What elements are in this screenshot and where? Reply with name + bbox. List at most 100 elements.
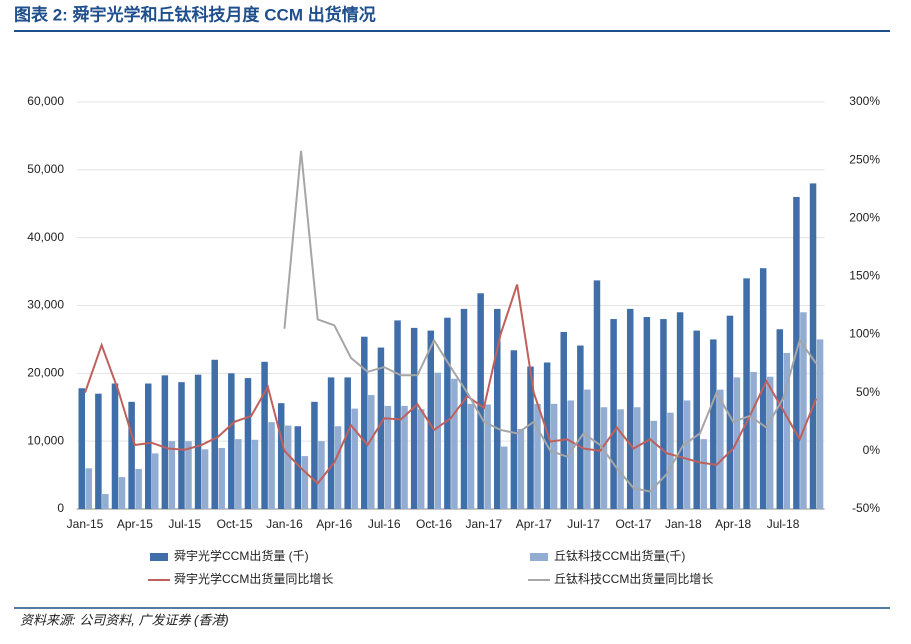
bar (633, 407, 641, 509)
bar (766, 376, 774, 509)
bar (626, 308, 634, 509)
x-tick-label: Apr-15 (117, 517, 153, 531)
bar (284, 425, 292, 509)
x-tick-label: Jul-15 (168, 517, 201, 531)
bar (710, 339, 717, 509)
bar (144, 383, 152, 509)
bar (417, 409, 425, 509)
bar (261, 361, 268, 509)
bar (527, 366, 534, 509)
bar (683, 400, 691, 509)
x-tick-label: Apr-17 (516, 517, 552, 531)
bar (185, 441, 192, 509)
x-tick-label: Apr-16 (316, 517, 352, 531)
bar (151, 453, 159, 509)
bar (460, 308, 468, 509)
bar (235, 439, 242, 509)
bar (251, 439, 259, 509)
bar (667, 412, 674, 509)
bar (228, 373, 235, 509)
bar (783, 352, 791, 509)
bar (650, 420, 658, 509)
y2-tick-label: 150% (849, 269, 880, 283)
y-tick-label: 40,000 (27, 230, 64, 244)
bar (311, 401, 318, 509)
line (283, 150, 818, 493)
bar (318, 441, 325, 509)
bar (301, 456, 309, 509)
bar (750, 371, 757, 509)
chart-title: 图表 2: 舜宇光学和丘钛科技月度 CCM 出货情况 (14, 4, 376, 24)
bar (95, 393, 102, 509)
x-tick-label: Oct-15 (217, 517, 253, 531)
bar (410, 327, 418, 509)
y2-tick-label: 250% (849, 152, 880, 166)
bar (194, 374, 202, 509)
y-tick-label: 20,000 (27, 366, 64, 380)
bar (501, 446, 508, 509)
y2-tick-label: 200% (849, 210, 880, 224)
y-tick-label: 60,000 (27, 94, 64, 108)
bar (693, 330, 700, 509)
bar (809, 183, 817, 509)
bar (394, 320, 401, 509)
source: 资料来源: 公司资料, 广发证券 (香港) (20, 612, 229, 627)
bar (401, 405, 408, 509)
bar (700, 439, 707, 509)
bar (211, 359, 218, 509)
bar (451, 378, 458, 509)
bar (550, 403, 558, 509)
y2-tick-label: 100% (849, 327, 880, 341)
bar (201, 449, 209, 509)
bar (543, 362, 551, 509)
bar (334, 426, 342, 509)
bar (517, 428, 525, 509)
bar (268, 422, 275, 509)
x-tick-label: Oct-16 (416, 517, 452, 531)
bar (726, 315, 734, 509)
bar (111, 383, 119, 509)
bar (294, 426, 302, 509)
y-tick-label: 30,000 (27, 298, 64, 312)
legend-label: 丘钛科技CCM出货量同比增长 (554, 571, 713, 586)
bar (218, 447, 225, 509)
bar (816, 339, 824, 509)
bar (600, 407, 608, 509)
x-tick-label: Jan-17 (466, 517, 503, 531)
legend-swatch (150, 553, 168, 561)
bar (643, 317, 651, 509)
bar (676, 312, 684, 509)
y2-tick-label: 300% (849, 94, 880, 108)
bar (78, 388, 86, 509)
y-tick-label: 50,000 (27, 162, 64, 176)
bar (85, 468, 93, 509)
bar (118, 477, 126, 509)
bar (361, 336, 368, 509)
y2-tick-label: 0% (863, 443, 881, 457)
bar (477, 293, 484, 509)
bar (577, 345, 584, 509)
x-tick-label: Jan-18 (665, 517, 702, 531)
x-tick-label: Jul-16 (368, 517, 401, 531)
bar (617, 409, 624, 509)
bar (344, 377, 351, 509)
bar (368, 395, 375, 509)
bar (377, 347, 385, 509)
y-tick-label: 10,000 (27, 433, 64, 447)
bar (135, 468, 142, 509)
bar (161, 375, 169, 509)
bar (717, 389, 724, 509)
legend-label: 舜宇光学CCM出货量同比增长 (174, 571, 333, 586)
bar (560, 331, 567, 509)
legend-label: 舜宇光学CCM出货量 (千) (174, 548, 309, 563)
bar (534, 403, 541, 509)
bar (800, 312, 807, 509)
bar (427, 330, 435, 509)
bar (102, 494, 109, 509)
bar (128, 401, 135, 509)
x-tick-label: Oct-17 (615, 517, 651, 531)
bar (277, 403, 285, 509)
bar (434, 372, 442, 509)
bar (776, 329, 784, 509)
